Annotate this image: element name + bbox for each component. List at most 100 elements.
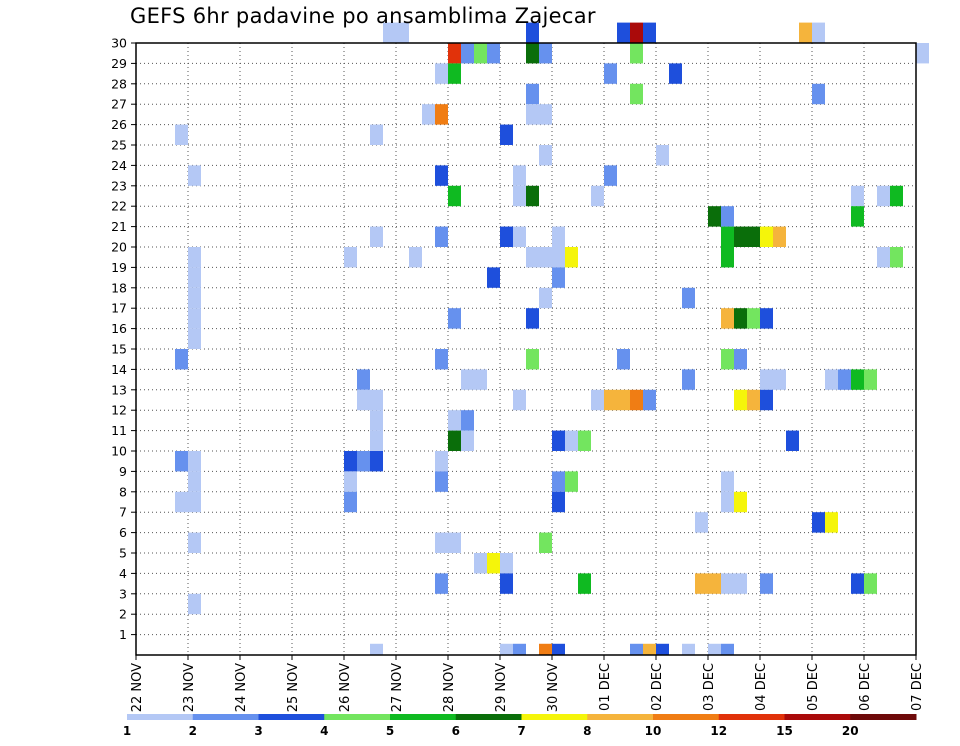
heatmap-cell	[448, 63, 461, 84]
x-tick-label: 02 DEC	[650, 663, 665, 711]
heatmap-cell	[734, 573, 747, 594]
heatmap-cell	[487, 267, 500, 288]
x-tick-label: 30 NOV	[546, 663, 561, 712]
heatmap-cell	[552, 267, 565, 288]
colorbar-segment	[718, 714, 785, 720]
x-tick-label: 04 DEC	[754, 663, 769, 711]
y-tick-label: 27	[111, 97, 127, 112]
heatmap-cell	[578, 430, 591, 451]
heatmap-cell	[344, 491, 357, 513]
heatmap-cell	[435, 104, 448, 125]
y-tick-label: 12	[111, 403, 127, 418]
heatmap-cell	[370, 430, 383, 451]
heatmap-cell	[435, 451, 448, 472]
heatmap-cell	[734, 349, 747, 370]
y-tick-label: 11	[111, 423, 127, 438]
heatmap-cell	[721, 573, 734, 594]
y-tick-label: 26	[111, 117, 127, 132]
heatmap-cell	[630, 43, 643, 64]
colorbar-segment	[192, 714, 259, 720]
heatmap-cell	[188, 593, 201, 615]
heatmap-cell	[851, 573, 864, 594]
x-tick-label: 27 NOV	[390, 663, 405, 712]
heatmap-cell	[565, 471, 578, 492]
heatmap-cell	[669, 63, 682, 84]
y-tick-label: 6	[119, 525, 127, 540]
heatmap-cell	[565, 430, 578, 451]
y-tick-label: 24	[111, 158, 127, 173]
x-tick-label: 24 NOV	[234, 663, 249, 712]
heatmap-cell	[383, 22, 396, 43]
heatmap-cell	[552, 471, 565, 492]
heatmap-cell	[552, 491, 565, 513]
heatmap-cell	[188, 308, 201, 329]
y-tick-label: 30	[111, 36, 127, 51]
heatmap-cell	[890, 247, 903, 268]
heatmap-cell	[188, 267, 201, 288]
chart-title: GEFS 6hr padavine po ansamblima Zajecar	[130, 4, 596, 28]
colorbar-label: 8	[583, 724, 591, 738]
heatmap-cell	[825, 512, 838, 533]
colorbar-segment	[455, 714, 522, 720]
heatmap-cell	[461, 43, 474, 64]
heatmap-cell	[435, 573, 448, 594]
colorbar-label: 12	[710, 724, 727, 738]
y-tick-label: 1	[119, 627, 127, 642]
y-tick-label: 16	[111, 321, 127, 336]
heatmap-cell	[435, 226, 448, 247]
heatmap-cell	[500, 553, 513, 574]
heatmap-cell	[812, 512, 825, 533]
heatmap-cell	[617, 22, 630, 43]
colorbar-segment	[521, 714, 588, 720]
heatmap-cell	[175, 491, 188, 513]
y-tick-label: 15	[111, 342, 127, 357]
heatmap-cell	[539, 287, 552, 309]
heatmap-cell	[370, 643, 383, 655]
heatmap-cell	[812, 22, 825, 43]
heatmap-cell	[916, 43, 929, 64]
y-tick-label: 20	[111, 240, 127, 255]
heatmap-cell	[175, 124, 188, 145]
heatmap-cell	[513, 165, 526, 186]
heatmap-cell	[656, 643, 669, 655]
heatmap-cell	[435, 165, 448, 186]
heatmap-cell	[461, 430, 474, 451]
heatmap-cell	[487, 553, 500, 574]
heatmap-cell	[773, 226, 786, 247]
colorbar-label: 4	[320, 724, 328, 738]
heatmap-cell	[513, 185, 526, 207]
heatmap-cell	[448, 185, 461, 207]
heatmap-cell	[721, 643, 734, 655]
heatmap-cell	[695, 512, 708, 533]
heatmap-cell	[604, 389, 617, 411]
heatmap-cell	[760, 389, 773, 411]
heatmap-cell	[708, 206, 721, 227]
heatmap-cell	[760, 308, 773, 329]
heatmap-cell	[526, 349, 539, 370]
heatmap-cell	[747, 226, 760, 247]
heatmap-cell	[409, 247, 422, 268]
heatmap-cell	[721, 206, 734, 227]
heatmap-cell	[617, 389, 630, 411]
y-tick-label: 2	[119, 607, 127, 622]
heatmap-cell	[630, 83, 643, 105]
heatmap-cell	[188, 328, 201, 349]
heatmap-cell	[578, 573, 591, 594]
heatmap-cell	[188, 287, 201, 309]
heatmap-cell	[552, 247, 565, 268]
heatmap-cell	[747, 389, 760, 411]
y-tick-label: 5	[119, 546, 127, 561]
heatmap-cell	[721, 247, 734, 268]
heatmap-cell	[461, 410, 474, 431]
heatmap-cell	[448, 308, 461, 329]
heatmap-cell	[773, 369, 786, 390]
colorbar-label: 10	[645, 724, 662, 738]
heatmap-cell	[695, 573, 708, 594]
heatmap-cell	[344, 247, 357, 268]
y-tick-label: 17	[111, 301, 127, 316]
y-tick-label: 28	[111, 76, 127, 91]
heatmap-cell	[643, 389, 656, 411]
heatmap-cell	[539, 104, 552, 125]
colorbar-label: 20	[842, 724, 859, 738]
